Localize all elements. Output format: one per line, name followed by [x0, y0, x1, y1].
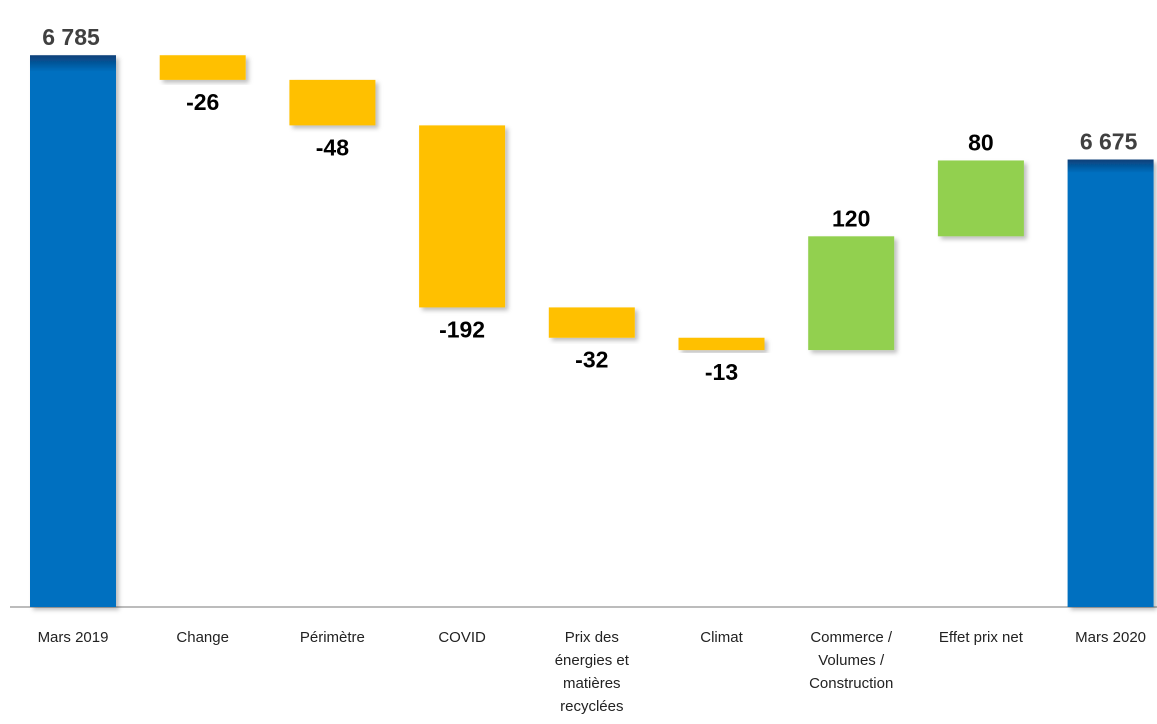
- bar: [548, 307, 635, 338]
- x-tick-label: Mars 2019: [37, 629, 109, 646]
- x-tick-label: Mars 2020: [1075, 629, 1147, 646]
- bar: [419, 125, 506, 308]
- value-label: 80: [968, 129, 994, 155]
- value-label: -192: [439, 316, 485, 342]
- bar: [808, 236, 895, 351]
- x-tick-label: Change: [176, 629, 229, 646]
- value-label: 120: [832, 205, 870, 231]
- x-tick-label: Climat: [700, 629, 743, 646]
- bar: [30, 55, 116, 607]
- value-label: 6 785: [42, 24, 100, 50]
- value-label: -26: [186, 89, 219, 115]
- x-tick-label: Prix des énergies et matières recyclées: [554, 629, 629, 715]
- bar: [937, 160, 1024, 237]
- value-label: 6 675: [1080, 129, 1138, 155]
- value-label: -13: [705, 359, 738, 385]
- bar: [159, 55, 246, 80]
- x-tick-label: Effet prix net: [938, 629, 1023, 646]
- x-tick-label: COVID: [438, 629, 486, 646]
- value-label: -32: [575, 347, 608, 373]
- bar: [678, 337, 765, 351]
- value-label: -48: [316, 134, 349, 160]
- x-tick-label: Périmètre: [299, 629, 365, 646]
- x-tick-label: Commerce / Volumes / Construction: [809, 629, 894, 692]
- bar: [289, 79, 376, 126]
- bar: [1067, 159, 1154, 607]
